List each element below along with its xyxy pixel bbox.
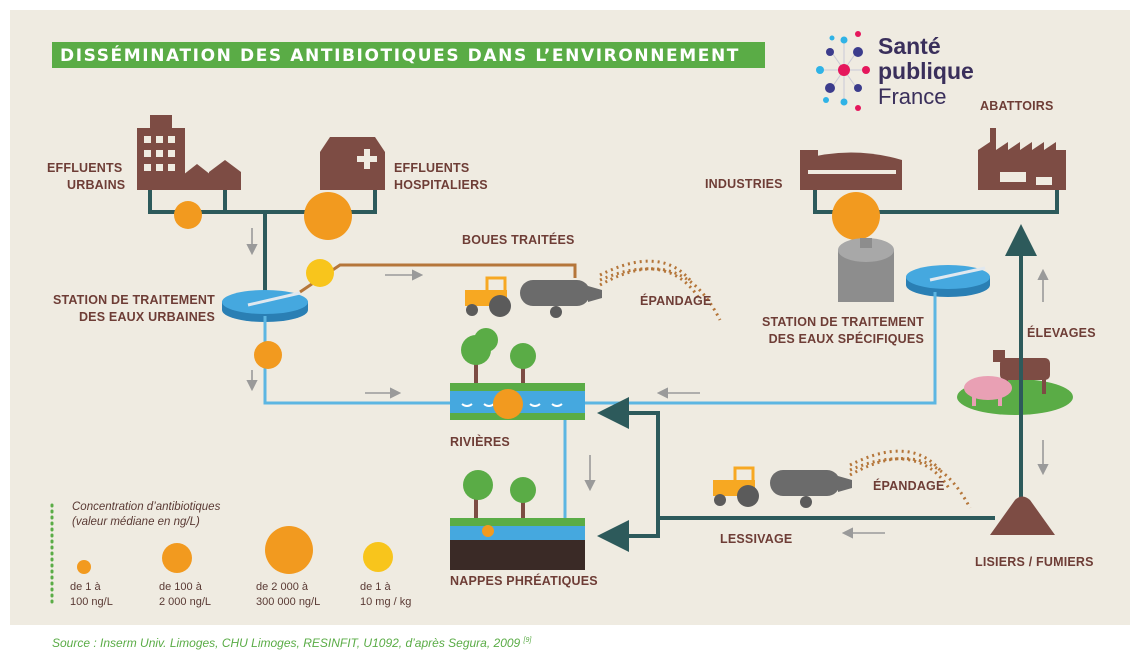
legend-label: 300 000 ng/L bbox=[256, 596, 320, 608]
legend-title: Concentration d’antibiotiques bbox=[72, 501, 221, 513]
legend-label: de 100 à bbox=[159, 581, 203, 593]
source: Source : Inserm Univ. Limoges, CHU Limog… bbox=[52, 636, 532, 650]
legend-dot bbox=[265, 526, 313, 574]
node-label: STATION DE TRAITEMENT bbox=[53, 293, 215, 307]
node-label: NAPPES PHRÉATIQUES bbox=[450, 573, 598, 588]
concentration-dot bbox=[493, 389, 523, 419]
node-label: EFFLUENTS bbox=[47, 161, 122, 175]
node-label: HOSPITALIERS bbox=[394, 178, 488, 192]
node-label: LISIERS / FUMIERS bbox=[975, 555, 1094, 569]
legend-dot bbox=[363, 542, 393, 572]
concentration-dot bbox=[304, 192, 352, 240]
legend-label: de 2 000 à bbox=[256, 581, 309, 593]
hospital bbox=[320, 137, 385, 190]
logo-text: publique bbox=[878, 58, 974, 84]
legend-label: de 1 à bbox=[360, 581, 391, 593]
concentration-dot bbox=[254, 341, 282, 369]
node-label: LESSIVAGE bbox=[720, 532, 792, 546]
legend-dot bbox=[162, 543, 192, 573]
source-text: Source : Inserm Univ. Limoges, CHU Limog… bbox=[52, 636, 524, 650]
title: DISSÉMINATION DES ANTIBIOTIQUES DANS L’E… bbox=[60, 44, 740, 66]
legend-label: 2 000 ng/L bbox=[159, 596, 211, 608]
node-label: DES EAUX SPÉCIFIQUES bbox=[769, 331, 924, 346]
tank bbox=[838, 238, 894, 302]
node-label: ABATTOIRS bbox=[980, 99, 1054, 113]
node-label: EFFLUENTS bbox=[394, 161, 469, 175]
legend-label: 100 ng/L bbox=[70, 596, 113, 608]
source-ref: [9] bbox=[523, 637, 533, 644]
node-label: URBAINS bbox=[67, 178, 125, 192]
node-label: INDUSTRIES bbox=[705, 177, 783, 191]
node-label: ÉPANDAGE bbox=[873, 478, 945, 493]
logo-text: Santé bbox=[878, 33, 941, 59]
node-label: RIVIÈRES bbox=[450, 434, 510, 449]
legend-dot bbox=[77, 560, 91, 574]
node-label: ÉLEVAGES bbox=[1027, 325, 1096, 340]
concentration-dot bbox=[174, 201, 202, 229]
legend-label: 10 mg / kg bbox=[360, 596, 411, 608]
concentration-dot bbox=[832, 192, 880, 240]
node-label: ÉPANDAGE bbox=[640, 293, 712, 308]
diagram: DISSÉMINATION DES ANTIBIOTIQUES DANS L’E… bbox=[0, 0, 1139, 652]
legend-label: de 1 à bbox=[70, 581, 101, 593]
legend-title: (valeur médiane en ng/L) bbox=[72, 516, 200, 528]
node-label: BOUES TRAITÉES bbox=[462, 232, 575, 247]
page: {"header": {"title": "DISSÉMINATION DES … bbox=[0, 0, 1139, 652]
logo-text: France bbox=[878, 84, 946, 109]
concentration-dot bbox=[306, 259, 334, 287]
concentration-dot bbox=[482, 525, 494, 537]
specific-station bbox=[906, 265, 990, 297]
node-label: STATION DE TRAITEMENT bbox=[762, 315, 924, 329]
node-label: DES EAUX URBAINES bbox=[79, 310, 215, 324]
